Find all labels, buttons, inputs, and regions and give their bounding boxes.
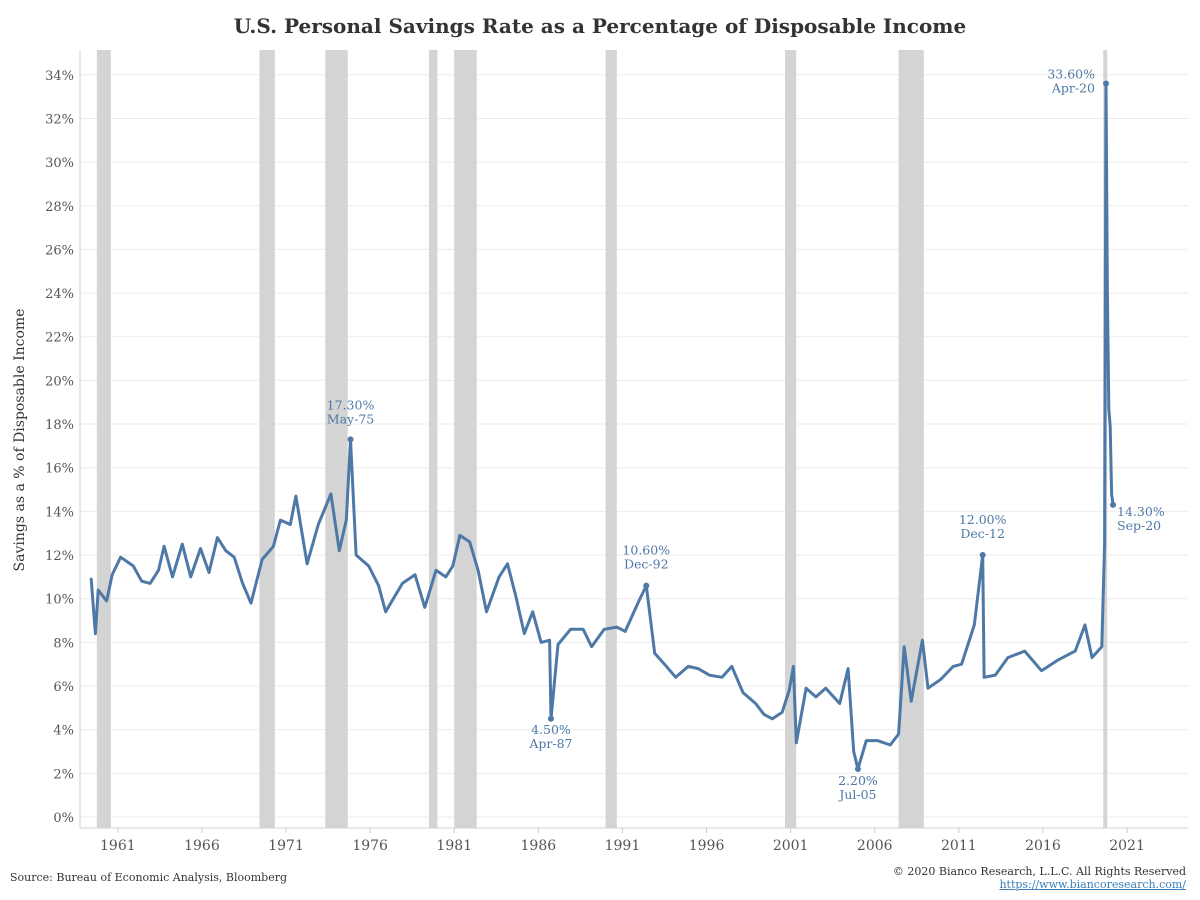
recession-band [605,50,617,828]
copyright-block: © 2020 Bianco Research, L.L.C. All Right… [893,865,1186,891]
annotation-date: Apr-20 [1051,81,1095,96]
y-tick-label: 20% [45,374,74,389]
series-line [89,82,1115,771]
y-tick-label: 32% [45,112,74,127]
copyright-text: © 2020 Bianco Research, L.L.C. All Right… [892,865,1186,878]
y-tick-label: 26% [45,243,74,258]
x-tick-label: 1981 [436,838,472,854]
x-tick-label: 1961 [100,838,136,854]
y-tick-label: 22% [45,331,74,346]
y-tick-label: 30% [45,156,74,171]
y-tick-label: 4% [53,724,74,739]
annotation-value: 17.30% [327,397,375,412]
y-tick-label: 6% [53,680,74,695]
y-tick-label: 16% [45,462,74,477]
annotation-value: 12.00% [959,512,1007,527]
source-note: Source: Bureau of Economic Analysis, Blo… [10,871,288,884]
recession-band [259,50,275,828]
annotation-marker [1103,80,1110,87]
y-tick-label: 2% [53,767,74,782]
x-tick-label: 2016 [1025,838,1061,854]
axes: 0% 2% 4% 6% 8% 10% 12% 14% 16% 18% 20% 22% 24% 26% 28%… [45,50,1188,854]
annotations: 17.30%May-75 4.50%Apr-87 10.60%Dec-92 2.20%… [327,67,1165,802]
y-tick-label: 28% [45,200,74,215]
annotation-marker [643,582,650,589]
x-tick-label: 2001 [773,838,809,854]
x-tick-label: 1976 [352,838,388,854]
x-tick-label: 1991 [605,838,641,854]
x-tick-label: 1966 [184,838,220,854]
x-tick-label: 1986 [521,838,557,854]
recession-bands [96,50,1108,828]
annotation-value: 33.60% [1047,67,1095,82]
recession-band [898,50,924,828]
annotation-date: Dec-12 [960,526,1005,541]
recession-band [96,50,111,828]
annotation-marker [979,552,986,559]
y-tick-label: 14% [45,505,74,520]
x-tick-label: 1971 [268,838,304,854]
annotation-marker [854,765,861,772]
y-tick-label: 18% [45,418,74,433]
y-tick-label: 0% [53,811,74,826]
x-tick-label: 1996 [689,838,725,854]
annotation-value: 14.30% [1117,504,1165,519]
recession-band [454,50,477,828]
website-link[interactable]: https://www.biancoresearch.com/ [999,878,1186,891]
x-tick-label: 2021 [1109,838,1145,854]
x-tick-label: 2011 [941,838,977,854]
annotation-marker [1110,501,1117,508]
annotation-date: Jul-05 [837,787,876,802]
annotation-date: Sep-20 [1117,518,1161,533]
recession-band [429,50,438,828]
annotation-date: May-75 [327,411,374,426]
y-tick-label: 8% [53,636,74,651]
x-tick-label: 2006 [857,838,893,854]
annotation-value: 2.20% [838,773,878,788]
annotation-marker [347,436,354,443]
savings-rate-line [89,82,1115,771]
annotation-value: 4.50% [531,722,571,737]
annotation-value: 10.60% [622,543,670,558]
recession-band [785,50,797,828]
annotation-date: Apr-87 [528,736,572,751]
annotation-marker [547,715,554,722]
y-tick-label: 34% [45,69,74,84]
recession-band [325,50,348,828]
annotation-date: Dec-92 [624,557,669,572]
y-tick-label: 10% [45,593,74,608]
y-tick-label: 24% [45,287,74,302]
y-tick-label: 12% [45,549,74,564]
chart-title: U.S. Personal Savings Rate as a Percenta… [233,14,967,38]
gridlines [80,74,1188,818]
